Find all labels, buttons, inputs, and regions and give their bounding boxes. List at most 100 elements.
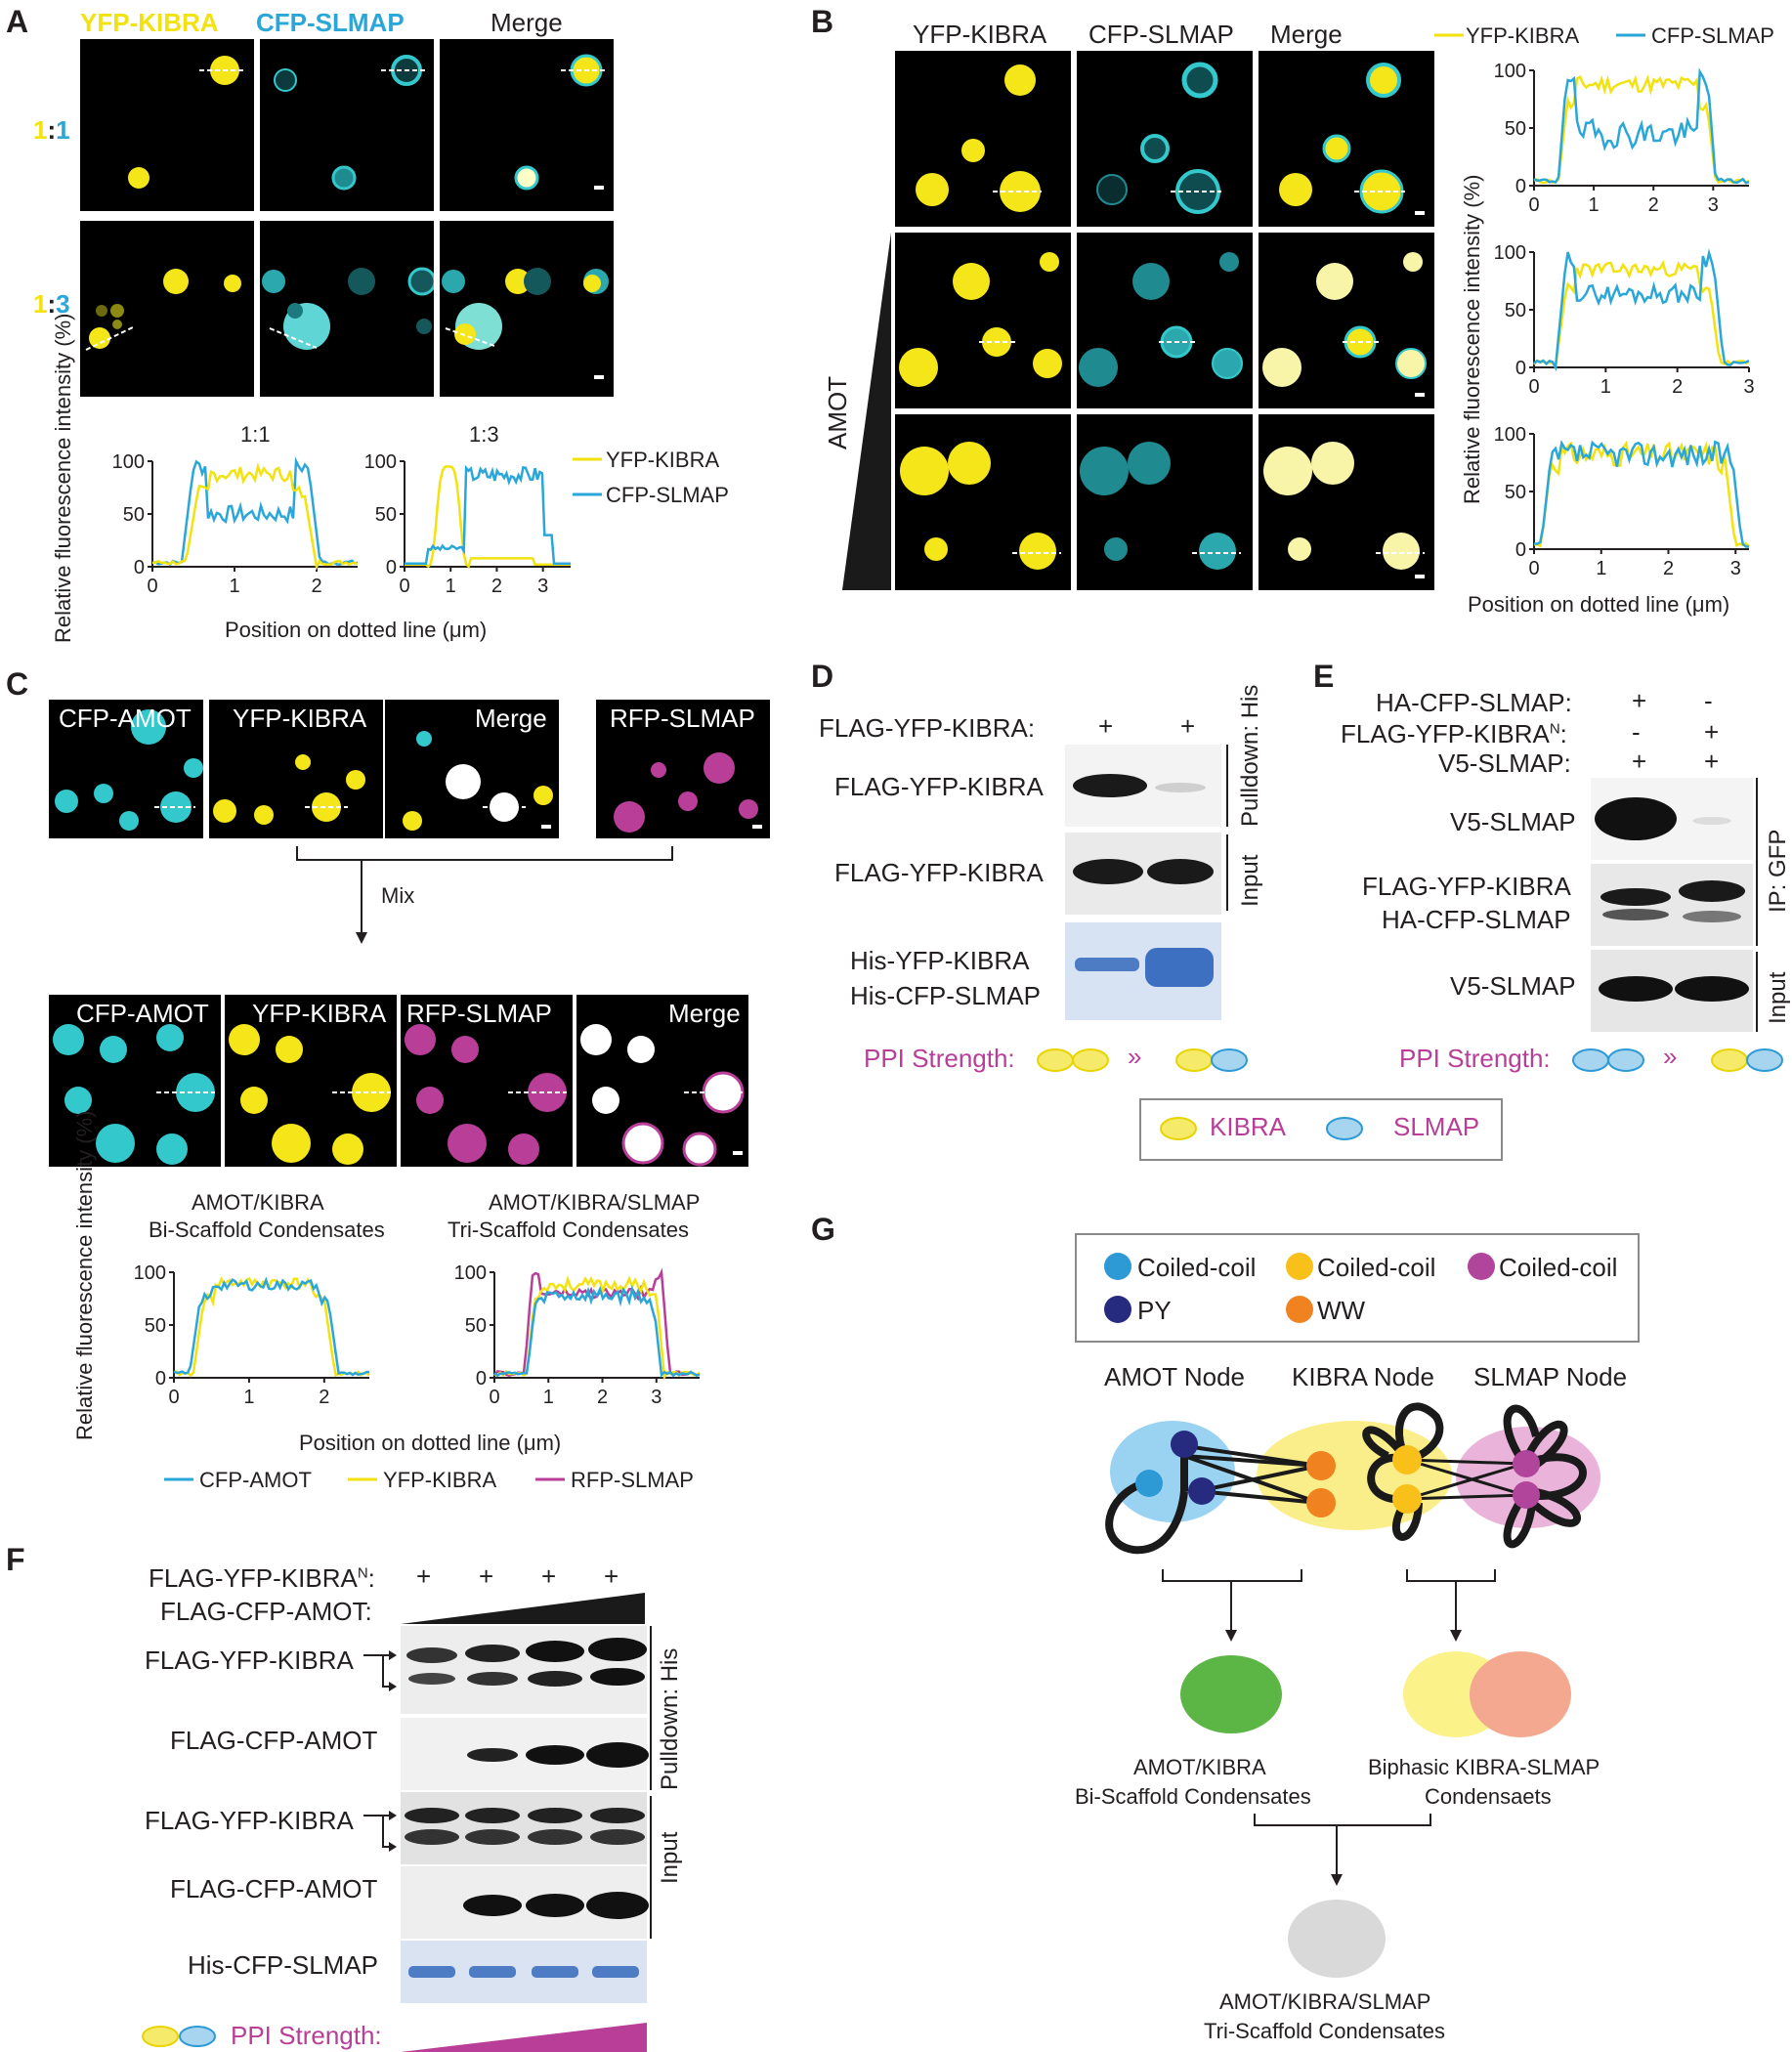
panel-b-ylabel: Relative fluorescence intensity (%) — [1460, 174, 1484, 504]
plot-y-tick-label: 0 — [386, 557, 397, 578]
plot-y-tick-label: 0 — [1515, 539, 1526, 561]
micrograph-b-cfp-row3 — [1077, 414, 1253, 590]
panel-e-mark-v5-2: + — [1704, 747, 1720, 776]
plot-a-1to1: 0 50 100 0 1 2 — [112, 451, 359, 597]
panel-b-header-yfp: YFP-KIBRA — [913, 20, 1047, 49]
trace-cfp — [1533, 248, 1750, 372]
panel-d-row-his-slmap: His-CFP-SLMAP — [850, 981, 1042, 1010]
plot-x-tick-label: 1 — [1596, 558, 1606, 579]
panel-c-xlabel: Position on dotted line (μm) — [299, 1431, 562, 1455]
panel-d-ppi-gt: » — [1128, 1042, 1142, 1071]
plot-x-tick-label: 1 — [543, 1387, 554, 1408]
panel-a-legend-lines — [573, 457, 602, 496]
panel-g-legend-cc-magenta: Coiled-coil — [1499, 1253, 1618, 1282]
legend-kibra-label: KIBRA — [1210, 1112, 1287, 1141]
micrograph-c-amot-top — [49, 700, 203, 838]
panel-g-legend-ww: WW — [1317, 1296, 1366, 1325]
panel-c-legend-kibra: YFP-KIBRA — [383, 1468, 497, 1492]
plot-x-tick-label: 0 — [489, 1387, 499, 1408]
plot-x-tick-label: 3 — [1708, 194, 1719, 216]
plot-y-tick-label: 0 — [1515, 358, 1526, 379]
plot-y-tick-label: 50 — [123, 504, 145, 526]
trace-cfp — [493, 1285, 701, 1378]
panel-b-legend-yfp-line — [1434, 33, 1464, 37]
panel-e-row-v5-input: V5-SLMAP — [1450, 971, 1576, 1001]
plot-a-1to3: 0 50 100 0 1 2 3 — [364, 451, 571, 597]
micrograph-b-cfp-row1 — [1077, 51, 1253, 227]
panel-b-legend-cfp: CFP-SLMAP — [1651, 23, 1774, 48]
panel-c-legend-lines — [164, 1477, 565, 1481]
panel-g-legend-py: PY — [1137, 1296, 1172, 1325]
plot-x-tick-label: 0 — [399, 576, 409, 597]
plot-x-tick-label: 1 — [446, 576, 456, 597]
panel-e-side-ip: IP: GFP — [1765, 829, 1791, 913]
blot-f-pulldown-kibra — [401, 1626, 647, 1714]
panel-b-legend-yfp: YFP-KIBRA — [1466, 23, 1580, 48]
plot-y-tick-label: 0 — [476, 1368, 487, 1389]
micrograph-b-merge-row2 — [1259, 233, 1434, 408]
micrograph-a-cfp-1to1 — [260, 39, 434, 211]
plot-x-tick-label: 2 — [319, 1387, 329, 1408]
panel-b-header-cfp: CFP-SLMAP — [1088, 20, 1234, 49]
panel-e-header-flag: FLAG-YFP-KIBRAN: — [1341, 719, 1567, 748]
plot-y-tick-label: 50 — [145, 1315, 166, 1337]
panel-g-node-slmap: SLMAP Node — [1473, 1362, 1628, 1391]
panel-g-node-amot: AMOT Node — [1104, 1362, 1246, 1391]
panel-f-amot-wedge — [401, 1593, 645, 1624]
panel-b-amot-wedge — [842, 233, 891, 590]
trace-cfp — [1533, 67, 1750, 185]
plot-x-tick-label: 3 — [651, 1387, 661, 1408]
panel-b-header-merge: Merge — [1270, 20, 1343, 49]
panel-f-side-input: Input — [657, 1831, 683, 1884]
panel-d-ppi-icons — [1037, 1048, 1248, 1072]
plot-y-tick-label: 0 — [134, 557, 145, 578]
micrograph-b-yfp-row1 — [895, 51, 1071, 227]
panel-e-mark-ha-1: + — [1632, 686, 1647, 715]
plot-x-tick-label: 2 — [311, 576, 321, 597]
micrograph-a-yfp-1to1 — [80, 39, 254, 211]
micrograph-c-slmap-top — [596, 700, 770, 838]
panel-a-header-yfp: YFP-KIBRA — [80, 8, 219, 37]
panel-g-legend-dots — [1104, 1253, 1495, 1323]
gel-d-coomassie — [1065, 922, 1221, 1020]
panel-b-legend-cfp-line — [1616, 33, 1645, 37]
legend-kibra-slmap-box — [1139, 1098, 1503, 1161]
panel-e-side-input: Input — [1765, 971, 1791, 1024]
plot-x-tick-label: 3 — [1743, 376, 1754, 398]
panel-a-header-merge: Merge — [491, 8, 563, 37]
blot-f-pulldown-amot — [401, 1718, 649, 1790]
plot-x-tick-label: 3 — [1730, 558, 1741, 579]
plot-x-tick-label: 0 — [1528, 376, 1539, 398]
panel-e-mark-flag-1: - — [1632, 717, 1641, 747]
panel-g-legend-cc-blue: Coiled-coil — [1137, 1253, 1257, 1282]
trace-cfp — [151, 456, 359, 567]
panel-e-header-ha: HA-CFP-SLMAP: — [1376, 688, 1572, 717]
panel-e-mark-v5-1: + — [1632, 747, 1647, 776]
panel-g-node-kibra: KIBRA Node — [1292, 1362, 1434, 1391]
panel-d-ppi-label: PPI Strength: — [864, 1044, 1015, 1073]
panel-g-legend-cc-gold: Coiled-coil — [1317, 1253, 1436, 1282]
plot-x-tick-label: 0 — [1528, 194, 1539, 216]
panel-f-mark-2: + — [479, 1561, 494, 1591]
panel-b-label: B — [811, 4, 834, 39]
blot-f-input-kibra — [401, 1792, 647, 1864]
trace-cfp — [1533, 439, 1749, 548]
panel-f-label: F — [6, 1542, 25, 1577]
panel-f-mark-1: + — [416, 1561, 432, 1591]
panel-e-side-brackets — [1756, 778, 1758, 1032]
plot-x-tick-label: 1 — [1589, 194, 1600, 216]
panel-g-biphasic-1: Biphasic KIBRA-SLMAP — [1368, 1755, 1600, 1779]
panel-f-side-pulldown: Pulldown: His — [657, 1647, 683, 1790]
panel-g-bi-1: AMOT/KIBRA — [1133, 1755, 1266, 1779]
panel-g-label: G — [811, 1212, 835, 1247]
micrograph-b-yfp-row3 — [895, 414, 1071, 590]
panel-e-row-flag-kibra: FLAG-YFP-KIBRA — [1362, 872, 1571, 901]
panel-d-mark-1: + — [1098, 711, 1114, 741]
panel-d-side-brackets — [1226, 745, 1228, 911]
plot-x-tick-label: 1 — [229, 576, 239, 597]
panel-f-row-pulldown-amot: FLAG-CFP-AMOT — [170, 1726, 378, 1755]
panel-c-mix-bracket — [296, 846, 673, 944]
micrograph-c-kibra-top — [209, 700, 383, 838]
panel-c-top-label-merge: Merge — [475, 704, 547, 733]
micrograph-b-yfp-row2 — [895, 233, 1071, 408]
